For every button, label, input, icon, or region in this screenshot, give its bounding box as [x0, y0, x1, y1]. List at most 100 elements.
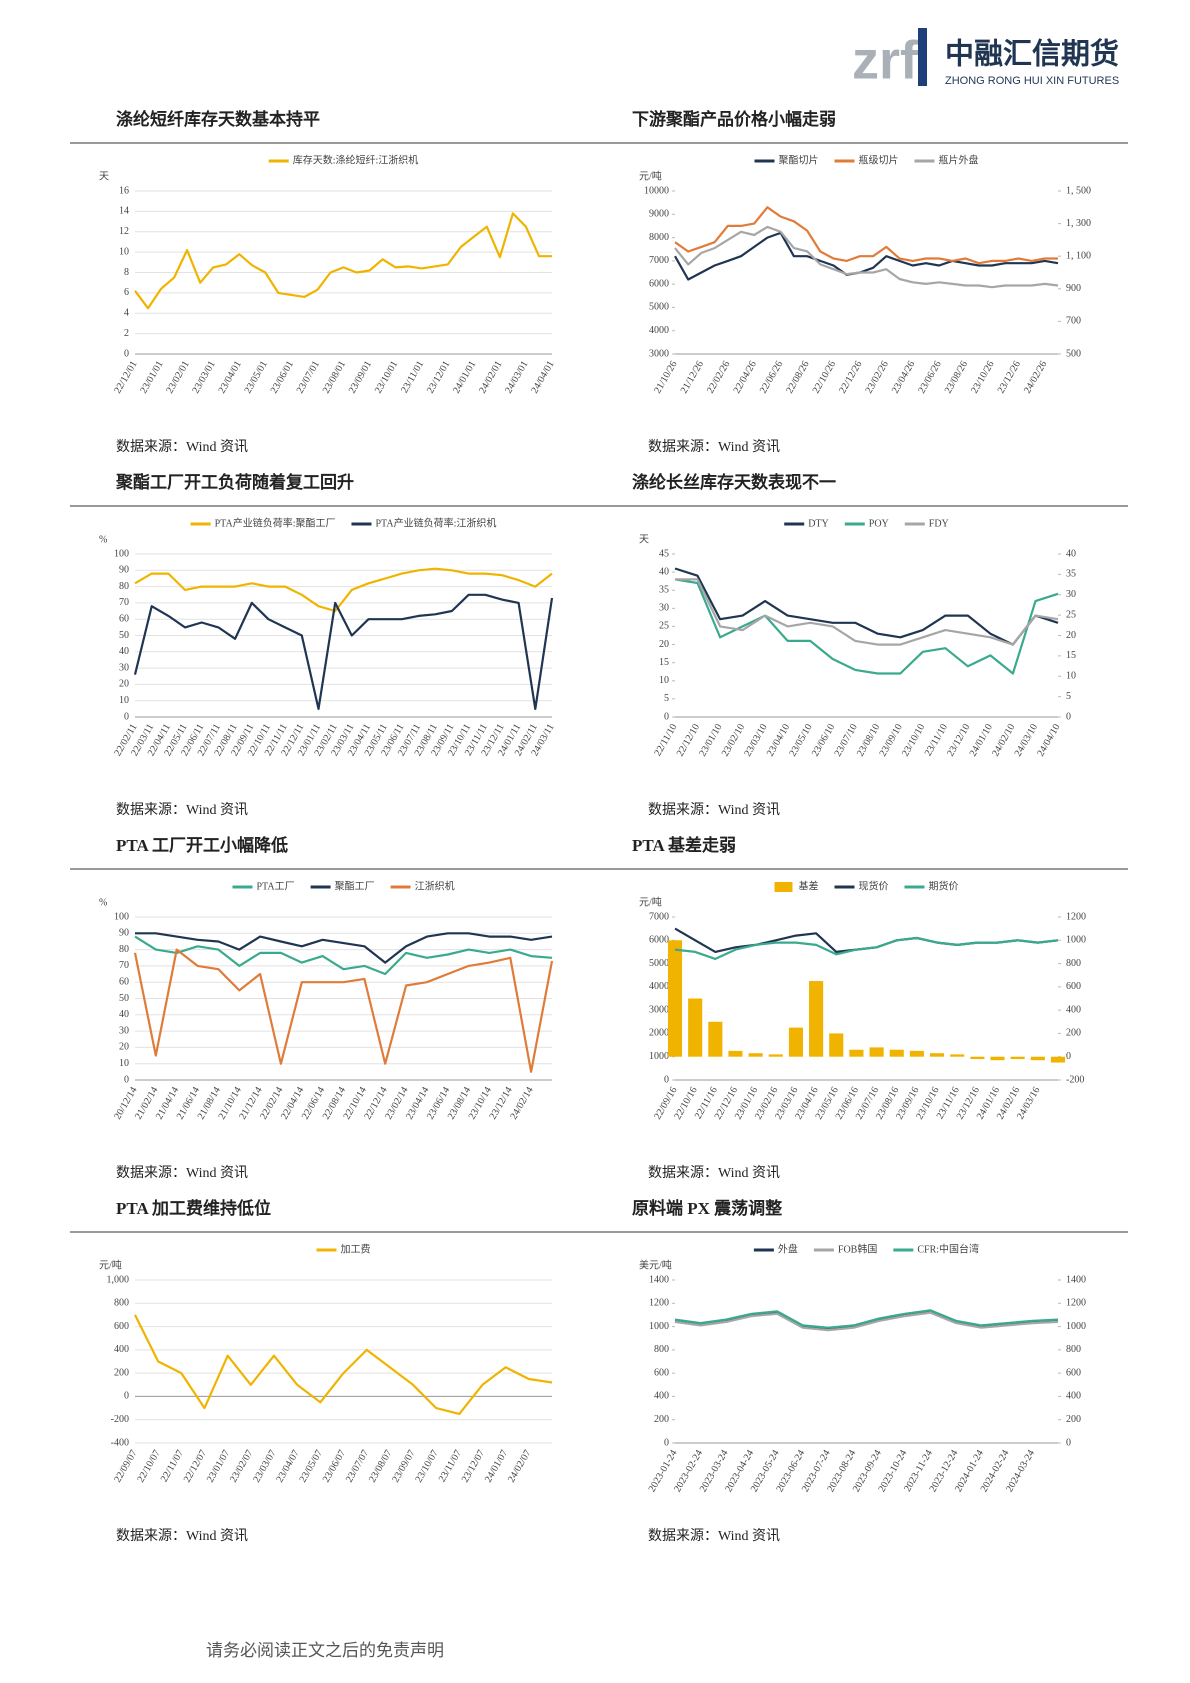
y-tick-label: 5	[664, 693, 669, 704]
y-tick-label: 90	[119, 565, 129, 576]
y-tick-label: -200	[111, 1414, 129, 1425]
x-tick-label: 23/04/26	[890, 359, 917, 395]
series-bar	[768, 1054, 783, 1057]
y2-tick-label: 0	[1066, 1051, 1071, 1062]
y-tick-label: 1400	[649, 1274, 669, 1285]
y-tick-label: 0	[124, 1074, 129, 1085]
legend-label: PTA产业链负荷率:聚酯工厂	[215, 516, 336, 529]
series-line	[674, 936, 1059, 960]
y2-tick-label: 800	[1066, 1344, 1081, 1355]
y-tick-label: 400	[114, 1344, 129, 1355]
y2-tick-label: 1000	[1066, 1321, 1086, 1332]
series-bar	[990, 1056, 1005, 1061]
y-tick-label: 2	[124, 328, 129, 339]
y2-tick-label: 600	[1066, 981, 1081, 992]
series-bar	[708, 1021, 723, 1057]
x-tick-label: 23/07/01	[295, 359, 322, 395]
y-axis-unit: 元/吨	[639, 895, 662, 908]
source-note: 数据来源：Wind 资讯	[116, 1528, 248, 1544]
y-tick-label: 400	[654, 1391, 669, 1402]
series-bar	[909, 1050, 924, 1057]
y2-tick-label: 1000	[1066, 935, 1086, 946]
series-bar	[950, 1054, 965, 1057]
series-line	[134, 1314, 553, 1415]
x-tick-label: 22/10/26	[811, 359, 838, 395]
y-tick-label: 45	[659, 548, 669, 559]
y-tick-label: 10	[119, 695, 129, 706]
legend-label: CFR:中国台湾	[917, 1242, 979, 1255]
series-line	[133, 948, 554, 1073]
y-axis-unit: %	[99, 897, 107, 908]
x-tick-label: 23/09/01	[347, 359, 374, 395]
x-tick-label: 23/02/01	[164, 359, 191, 395]
legend-label: FDY	[929, 518, 949, 529]
y-axis-unit: 天	[639, 534, 649, 545]
x-tick-label: 24/03/01	[503, 359, 530, 395]
legend: 基差 现货价 期货价	[774, 879, 959, 892]
y-tick-label: 4000	[649, 981, 669, 992]
y-tick-label: 60	[119, 613, 129, 624]
y-tick-label: 50	[119, 630, 129, 641]
y-tick-label: 20	[119, 1042, 129, 1053]
y2-tick-label: 800	[1066, 958, 1081, 969]
x-tick-label: 24/02/07	[506, 1448, 533, 1484]
section-title: PTA 基差走弱	[632, 835, 736, 855]
y2-tick-label: 15	[1066, 650, 1076, 661]
series-bar	[1010, 1056, 1025, 1060]
y-tick-label: 7000	[649, 911, 669, 922]
series-line	[674, 225, 1059, 289]
series-bar	[849, 1049, 864, 1057]
x-tick-label: 23/04/01	[217, 359, 244, 395]
y-tick-label: 20	[659, 639, 669, 650]
y-axis-unit: 元/吨	[639, 169, 662, 182]
y2-tick-label: 1400	[1066, 1274, 1086, 1285]
y-tick-label: 800	[654, 1344, 669, 1355]
y-axis-unit: 美元/吨	[639, 1258, 672, 1271]
legend-label: FOB韩国	[838, 1242, 877, 1255]
legend: 聚酯切片 瓶级切片 瓶片外盘	[754, 153, 979, 166]
source-note: 数据来源：Wind 资讯	[648, 802, 780, 818]
x-tick-label: 23/01/01	[138, 359, 165, 395]
x-tick-label: 23/12/01	[425, 359, 452, 395]
x-tick-label: 24/01/01	[451, 359, 478, 395]
x-tick-label: 24/04/01	[529, 359, 556, 395]
y2-tick-label: 900	[1066, 283, 1081, 294]
y-tick-label: 80	[119, 581, 129, 592]
y-tick-label: 8000	[649, 232, 669, 243]
y-axis-unit: 天	[99, 171, 109, 182]
legend: PTA产业链负荷率:聚酯工厂 PTA产业链负荷率:江浙织机	[190, 516, 496, 529]
source-note: 数据来源：Wind 资讯	[116, 1165, 248, 1181]
legend-label: PTA工厂	[257, 881, 295, 892]
y-tick-label: 5000	[649, 302, 669, 313]
y-tick-label: 70	[119, 597, 129, 608]
x-tick-label: 23/10/01	[373, 359, 400, 395]
legend-label: 聚酯工厂	[335, 880, 375, 892]
y2-tick-label: 5	[1066, 691, 1071, 702]
y-tick-label: 8	[124, 267, 129, 278]
legend: 外盘 FOB韩国 CFR:中国台湾	[753, 1242, 979, 1255]
series-bar	[970, 1056, 985, 1060]
x-tick-label: 24/02/01	[477, 359, 504, 395]
y2-tick-label: 25	[1066, 609, 1076, 620]
y2-tick-label: 30	[1066, 589, 1076, 600]
series-line	[133, 593, 554, 710]
y-tick-label: 10000	[644, 185, 669, 196]
x-tick-label: 23/03/01	[190, 359, 217, 395]
y2-tick-label: 700	[1066, 316, 1081, 327]
legend-label: DTY	[808, 518, 829, 529]
series-line	[675, 578, 1059, 646]
y-tick-label: 40	[119, 646, 129, 657]
series-bar	[809, 981, 824, 1057]
y-tick-label: 40	[659, 566, 669, 577]
y-tick-label: 70	[119, 960, 129, 971]
y-tick-label: 4	[124, 308, 129, 319]
x-tick-label: 22/08/26	[784, 359, 811, 395]
y-tick-label: 0	[664, 711, 669, 722]
y-tick-label: 0	[124, 1391, 129, 1402]
section-title: 聚酯工厂开工负荷随着复工回升	[115, 472, 354, 492]
y2-tick-label: 400	[1066, 1004, 1081, 1015]
series-line	[674, 1311, 1059, 1332]
legend-label: 瓶级切片	[859, 153, 899, 166]
